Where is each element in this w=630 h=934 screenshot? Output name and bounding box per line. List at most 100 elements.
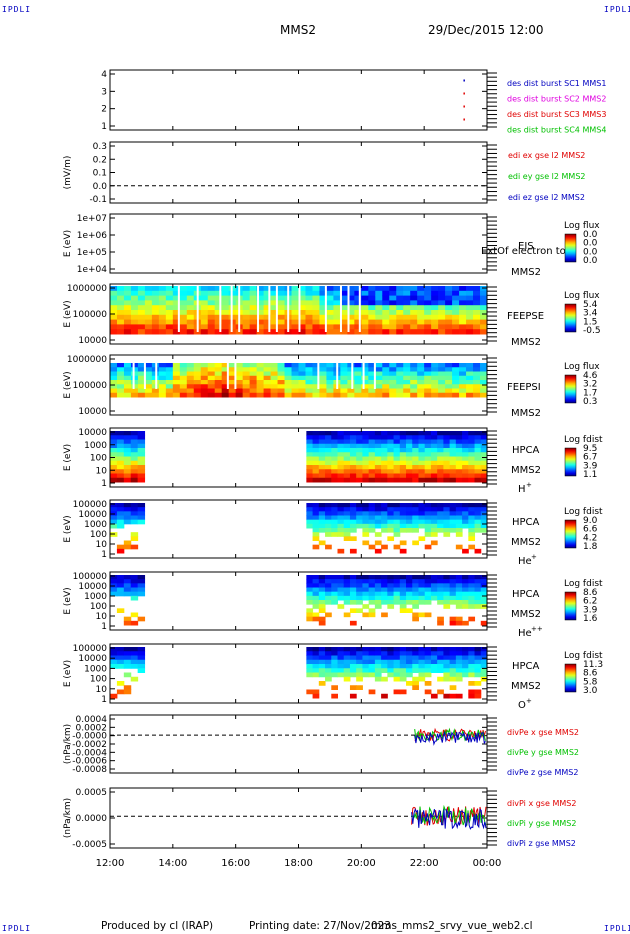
heatmap-cell [387, 515, 395, 521]
heatmap-cell [387, 443, 395, 449]
heatmap-cell [424, 575, 432, 580]
heatmap-cell [403, 310, 411, 316]
heatmap-cell [381, 443, 388, 449]
heatmap-cell [123, 363, 132, 368]
heatmap-cell [343, 435, 351, 440]
heatmap-cell [473, 305, 481, 311]
heatmap-cell [362, 503, 370, 508]
heatmap-cell [480, 676, 488, 682]
heatmap-cell [319, 300, 327, 306]
heatmap-cell [462, 477, 469, 483]
heatmap-cell [424, 314, 432, 321]
y-tick-label: 1e+05 [77, 248, 107, 258]
heatmap-cell [249, 384, 258, 389]
heatmap-cell [318, 659, 326, 665]
heatmap-cell [343, 583, 351, 588]
heatmap-cell [354, 371, 362, 377]
heatmap-cell [356, 503, 363, 508]
heatmap-cell [123, 443, 132, 449]
heatmap-cell [459, 384, 467, 389]
heatmap-cell [406, 672, 413, 678]
heatmap-cell [424, 324, 432, 330]
heatmap-cell [298, 388, 306, 394]
heatmap-cell [312, 515, 320, 521]
heatmap-cell [368, 659, 376, 665]
footer-filename: mms_mms2_srvy_vue_web2.cl [371, 920, 533, 932]
heatmap-cell [331, 659, 338, 665]
heatmap-cell [424, 528, 432, 533]
heatmap-cell [221, 310, 230, 316]
heatmap-cell [473, 375, 481, 381]
heatmap-cell [445, 300, 453, 306]
heatmap-cell [207, 295, 216, 301]
heatmap-cell [417, 324, 425, 330]
heatmap-cell [375, 319, 383, 325]
heatmap-cell [305, 380, 313, 385]
series-line [411, 804, 487, 826]
heatmap-cell [438, 380, 446, 385]
heatmap-cell [172, 388, 181, 394]
heatmap-cell [466, 371, 474, 377]
heatmap-cell [443, 655, 451, 661]
heatmap-cell [298, 305, 306, 311]
heatmap-cell [312, 591, 320, 597]
heatmap-cell [356, 608, 363, 613]
heatmap-cell [343, 443, 351, 449]
heatmap-cell [165, 314, 174, 321]
heatmap-cell [337, 672, 345, 678]
heatmap-cell [382, 371, 390, 377]
heatmap-cell [356, 583, 363, 588]
y-axis-label: E (eV) [63, 587, 73, 614]
heatmap-cell [343, 664, 351, 669]
heatmap-cell [406, 469, 413, 474]
heatmap-cell [431, 314, 439, 321]
heatmap-cell [331, 511, 338, 516]
heatmap-cell [343, 515, 351, 521]
heatmap-cell [449, 477, 457, 483]
heatmap-cell [151, 295, 160, 301]
heatmap-cell [412, 477, 419, 483]
heatmap-cell [368, 469, 376, 474]
heatmap-cell [347, 295, 355, 301]
heatmap-cell [480, 448, 488, 453]
heatmap-cell [331, 595, 338, 601]
heatmap-cell [473, 324, 481, 330]
heatmap-cell [249, 367, 258, 372]
heatmap-cell [312, 519, 320, 525]
heatmap-cell [343, 659, 351, 665]
heatmap-cell [110, 460, 118, 466]
heatmap-cell [318, 655, 326, 661]
heatmap-cell [412, 503, 419, 508]
heatmap-cell [221, 371, 230, 377]
heatmap-cell [437, 668, 444, 673]
heatmap-cell [318, 477, 326, 483]
heatmap-cell [123, 435, 132, 440]
colorbar-tick-label: 0.0 [583, 256, 598, 266]
heatmap-cell [116, 664, 125, 669]
heatmap-cell [110, 503, 118, 508]
data-gap [275, 286, 278, 332]
heatmap-cell [424, 612, 432, 618]
heatmap-cell [158, 375, 167, 381]
heatmap-cell [474, 548, 482, 554]
heatmap-cell [123, 540, 132, 546]
heatmap-cell [326, 290, 334, 297]
heatmap-cell [374, 477, 382, 483]
instrument-label: FEEPSI [507, 382, 541, 393]
heatmap-cell [374, 575, 382, 580]
heatmap-cell [462, 600, 469, 605]
heatmap-cell [474, 473, 482, 479]
heatmap-cell [399, 659, 407, 665]
heatmap-cell [318, 519, 326, 525]
heatmap-cell [291, 319, 299, 325]
heatmap-cell [480, 452, 488, 457]
heatmap-cell [474, 655, 482, 661]
heatmap-cell [468, 519, 476, 525]
heatmap-cell [137, 388, 146, 394]
heatmap-cell [382, 319, 390, 325]
heatmap-cell [412, 575, 419, 580]
heatmap-cell [455, 604, 463, 609]
heatmap-cell [462, 507, 469, 512]
heatmap-cell [123, 616, 132, 622]
heatmap-cell [110, 515, 118, 521]
